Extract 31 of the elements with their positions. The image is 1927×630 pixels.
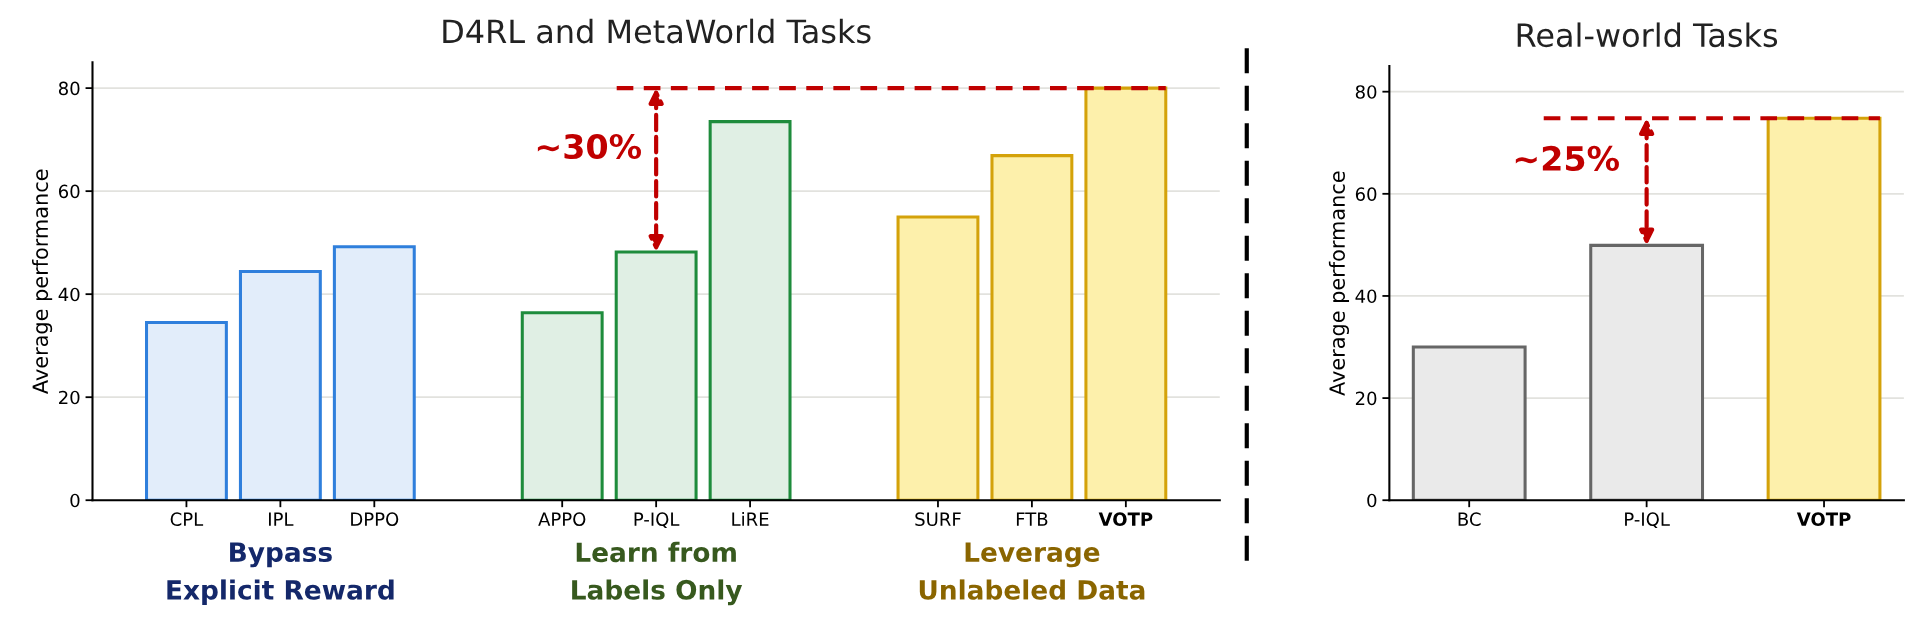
- y-tick-label: 40: [1355, 289, 1377, 304]
- y-tick-label: 40: [58, 287, 80, 302]
- x-tick-label: P-IQL: [634, 512, 680, 529]
- y-tick-label: 0: [1367, 493, 1377, 508]
- y-axis-title: Average performance: [1328, 171, 1350, 396]
- x-tick-label: VOTP: [1098, 512, 1153, 526]
- text: Bypass Explicit Reward: [167, 542, 394, 605]
- x-tick-label: IPL: [269, 512, 294, 526]
- x-tick-label: APPO: [538, 512, 586, 526]
- x-tick-label: FTB: [1016, 512, 1048, 526]
- chart-title: Real-world Tasks: [1517, 22, 1778, 48]
- y-axis-title: Average performance: [32, 169, 53, 394]
- y-tick-label: 80: [1355, 85, 1377, 99]
- text: Leverage Unlabeled Data: [919, 542, 1145, 600]
- y-tick-label: 60: [58, 184, 80, 199]
- chart-title: D4RL and MetaWorld Tasks: [443, 18, 871, 44]
- y-tick-label: 60: [1355, 187, 1377, 201]
- x-tick-label: P-IQL: [1625, 512, 1670, 529]
- y-tick-label: 0: [70, 493, 80, 508]
- x-tick-label: SURF: [915, 512, 961, 526]
- annotation: ∼25%: [1515, 145, 1619, 172]
- text: Learn from Labels Only: [572, 541, 743, 606]
- x-tick-label: LiRE: [732, 512, 769, 526]
- x-tick-label: BC: [1458, 512, 1481, 526]
- x-tick-label: VOTP: [1796, 512, 1851, 526]
- annotation: ∼30%: [537, 133, 641, 160]
- y-tick-label: 20: [59, 390, 80, 405]
- x-tick-label: CPL: [170, 512, 204, 526]
- x-tick-label: DPPO: [351, 512, 399, 526]
- y-tick-label: 80: [58, 81, 80, 96]
- y-tick-label: 20: [1355, 391, 1377, 406]
